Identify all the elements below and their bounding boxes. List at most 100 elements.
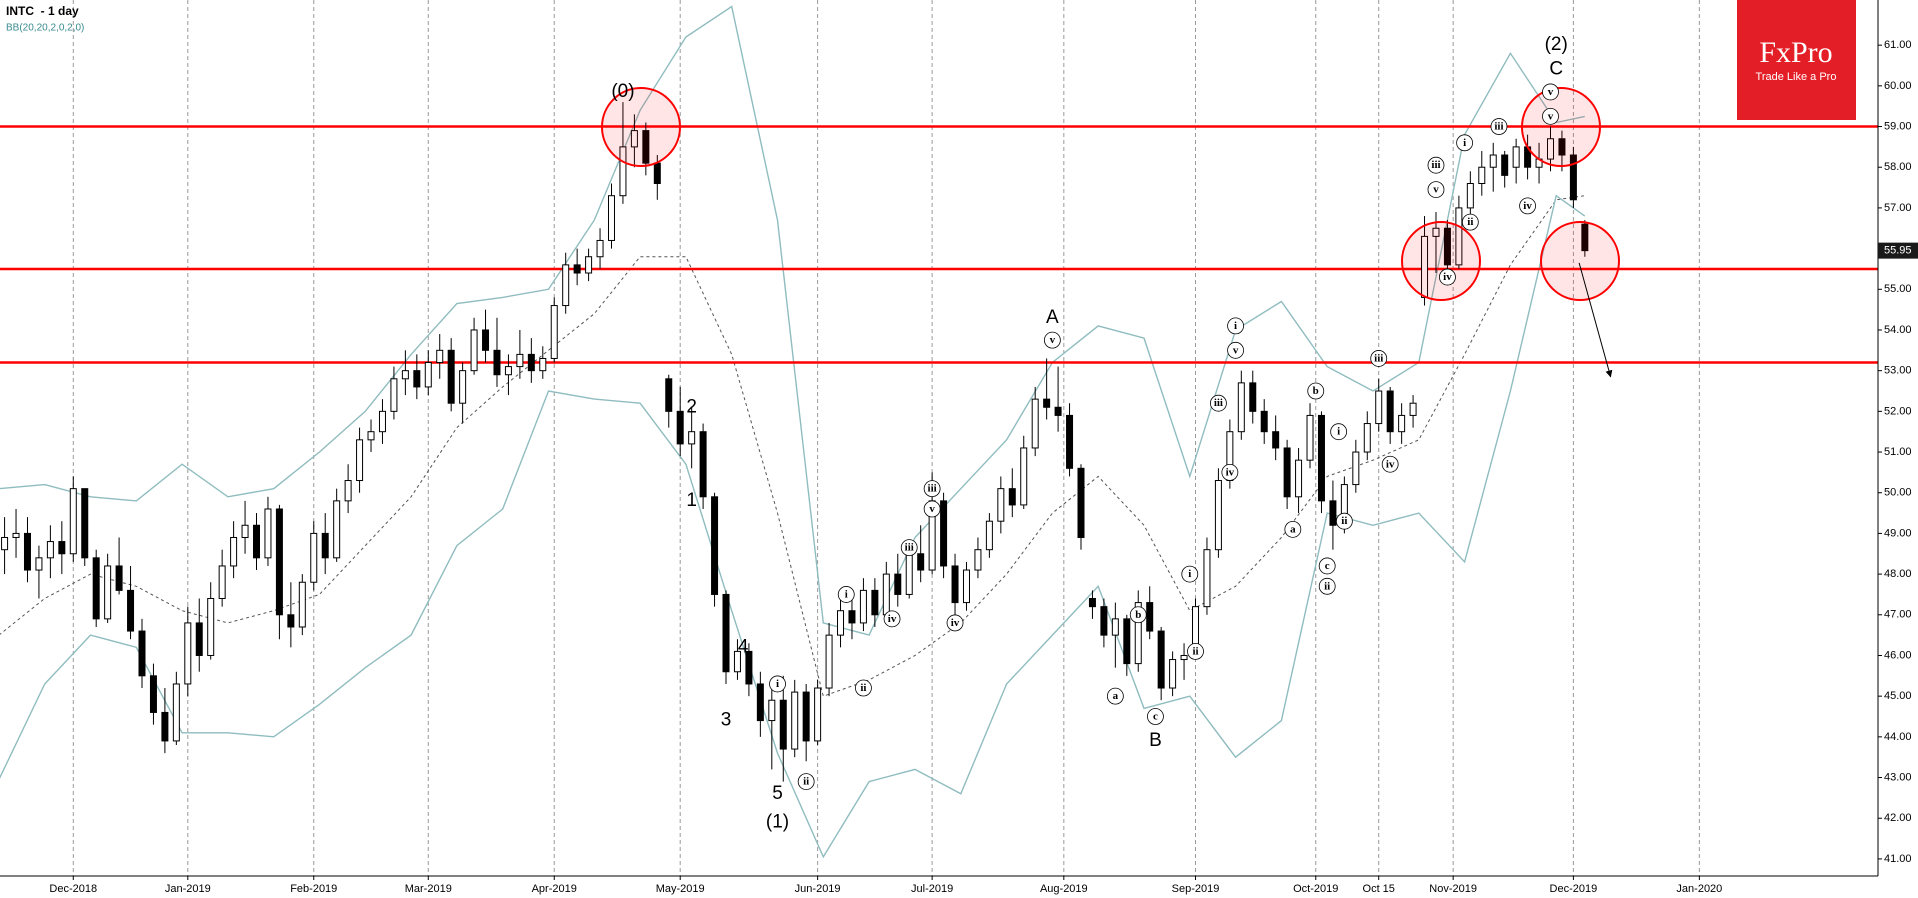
wave-circle (1427, 181, 1445, 199)
candle-body (527, 353, 535, 372)
wave-circle (1187, 643, 1204, 660)
candle-body (1455, 207, 1463, 266)
y-tick-label: 54.00 (1884, 324, 1912, 336)
wave-label: ii (803, 776, 809, 788)
wave-circle (946, 614, 964, 632)
x-tick-label: Feb-2019 (290, 883, 337, 895)
y-tick-label: 53.00 (1884, 365, 1912, 377)
candle-body (1272, 431, 1280, 449)
last-price-box (1878, 242, 1918, 259)
candle-body (104, 565, 112, 620)
candle-body (127, 589, 135, 632)
forecast-arrow (1578, 262, 1613, 378)
candle-body (149, 675, 157, 713)
y-tick-label: 48.00 (1884, 568, 1912, 580)
wave-label: v (929, 503, 935, 515)
y-tick-label: 47.00 (1884, 609, 1912, 621)
candle-body (951, 565, 959, 604)
last-price-label: 55.95 (1884, 245, 1912, 257)
candle-body (1237, 382, 1245, 433)
y-tick-label: 61.00 (1884, 39, 1912, 51)
candle-body (1352, 451, 1360, 486)
candle-body (390, 378, 398, 412)
candle-body (1134, 602, 1142, 665)
wave-label: (1) (766, 811, 789, 832)
candle-body (1031, 398, 1039, 449)
candle-body (848, 610, 856, 624)
candle-body (172, 683, 180, 742)
wave-label: 1 (686, 490, 697, 511)
candle-body (1283, 447, 1291, 498)
wave-circle (1542, 107, 1559, 125)
wave-label: iii (905, 542, 914, 554)
candle-body (1546, 138, 1554, 160)
candle-body (825, 634, 833, 689)
wave-circle (1381, 455, 1399, 473)
candle-body (482, 329, 490, 351)
candle-body (630, 130, 638, 148)
candle-body (1386, 390, 1394, 433)
candle-body (333, 500, 341, 559)
candle-body (619, 146, 627, 197)
candle-body (802, 691, 810, 742)
candle-body (1466, 183, 1474, 209)
wave-label: ii (860, 682, 866, 694)
wave-label: b (1135, 609, 1141, 621)
wave-circle (1210, 394, 1227, 412)
logo-name: FxPro (1759, 36, 1832, 69)
candle-body (699, 431, 707, 498)
candle-body (58, 541, 66, 555)
wave-circle (1106, 687, 1124, 705)
candle-body (1, 536, 9, 551)
wave-label: iii (1431, 159, 1440, 171)
y-tick-label: 58.00 (1884, 161, 1912, 173)
wave-label: 4 (738, 636, 749, 657)
y-tick-label: 59.00 (1884, 120, 1912, 132)
candle-body (1432, 227, 1440, 237)
candle-body (504, 366, 512, 376)
candle-body (447, 349, 455, 404)
y-tick-label: 43.00 (1884, 771, 1912, 783)
wave-label: B (1149, 730, 1162, 751)
y-tick-label: 45.00 (1884, 690, 1912, 702)
candle-body (940, 500, 948, 567)
highlight-circle (1401, 221, 1481, 301)
logo-box (1737, 0, 1856, 120)
wave-circle (1330, 423, 1348, 441)
candle-body (745, 650, 753, 685)
candle-body (367, 431, 375, 441)
wave-label: i (1337, 426, 1340, 438)
candle-body (356, 439, 364, 482)
candle-body (871, 589, 879, 616)
candle-body (138, 630, 146, 677)
candle-body (585, 256, 593, 274)
x-tick-label: Jul-2019 (911, 883, 953, 895)
wave-circle (1427, 156, 1445, 174)
wave-label: iv (1523, 200, 1532, 212)
candle-body (607, 195, 615, 241)
wave-label: ii (1341, 515, 1347, 527)
wave-label: 2 (686, 396, 697, 417)
wave-circle (1318, 557, 1336, 575)
candle-body (1043, 398, 1051, 408)
x-tick-label: May-2019 (656, 883, 705, 895)
candle-body (401, 370, 409, 380)
highlight-circle (601, 87, 681, 167)
wave-label: iii (1494, 121, 1503, 133)
wave-circle (1307, 382, 1325, 400)
candle-body (1478, 166, 1486, 185)
candle-body (1489, 154, 1497, 168)
wave-label: v (1233, 344, 1239, 356)
wave-circle (1284, 520, 1302, 538)
wave-label: iv (1386, 458, 1395, 470)
candle-body (1260, 410, 1268, 433)
candle-body (1329, 500, 1337, 526)
wave-label: iii (928, 483, 937, 495)
wave-circle (837, 586, 855, 603)
y-tick-label: 55.00 (1884, 283, 1912, 295)
candle-body (436, 349, 444, 364)
wave-label: a (1113, 690, 1119, 702)
x-tick-label: Nov-2019 (1429, 883, 1477, 895)
y-tick-label: 49.00 (1884, 527, 1912, 539)
